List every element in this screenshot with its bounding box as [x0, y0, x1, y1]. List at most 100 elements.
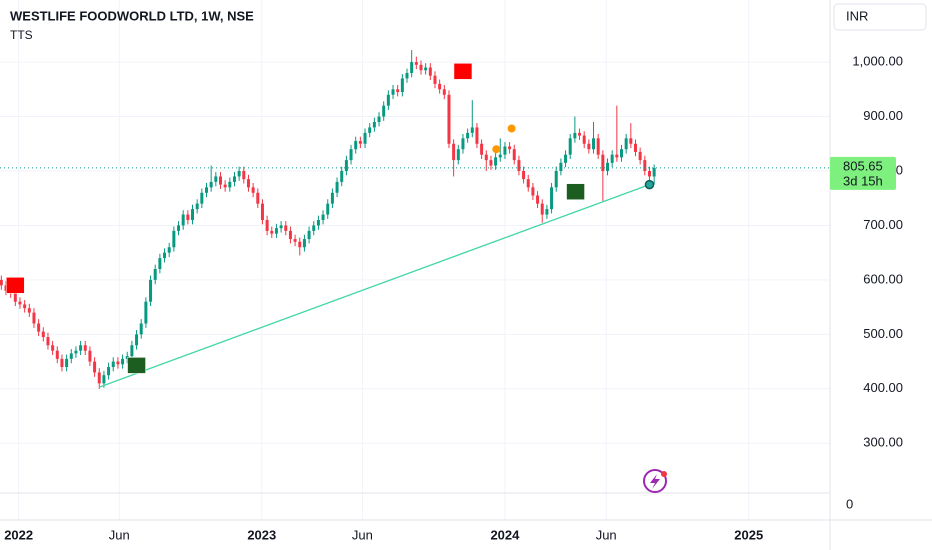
y-tick-label: 1,000.00 [852, 54, 903, 69]
candle-body [41, 331, 45, 338]
candle-body [601, 154, 605, 171]
signal-dot [507, 124, 516, 133]
currency-label: INR [846, 8, 868, 23]
candle-body [554, 170, 558, 188]
candle-body [181, 214, 185, 226]
candle-body [592, 138, 596, 150]
candle-body [368, 127, 372, 133]
x-tick-label: 2023 [247, 527, 276, 542]
candle-body [424, 67, 428, 71]
candle-body [55, 350, 59, 359]
candle-body [475, 127, 479, 144]
candle-body [79, 345, 83, 351]
candle-body [279, 225, 283, 229]
candle-body [550, 187, 554, 210]
candle-body [321, 214, 325, 220]
candle-body [386, 94, 390, 106]
y-tick-label: 400.00 [863, 380, 903, 395]
candle-body [284, 225, 288, 231]
candle-body [466, 132, 470, 139]
trendline [99, 183, 650, 388]
pane-scale-label: 0 [846, 496, 853, 511]
candle-body [456, 149, 460, 161]
x-tick-label: 2024 [490, 527, 520, 542]
y-tick-label: 600.00 [863, 271, 903, 286]
last-price-label: 805.65 [843, 158, 883, 173]
icon-dot [661, 471, 667, 477]
candle-body [149, 279, 153, 302]
candle-body [447, 94, 451, 144]
candle-body [419, 64, 423, 71]
candle-body [144, 301, 148, 324]
last-price-box [830, 156, 896, 190]
signal-square [453, 63, 473, 80]
candle-body [195, 203, 199, 210]
candle-body [256, 192, 260, 204]
candle-body [620, 149, 624, 158]
lightning-icon[interactable] [643, 469, 667, 493]
signal-square [127, 357, 146, 374]
plot [0, 50, 830, 389]
currency-button[interactable] [833, 3, 927, 31]
candle-body [205, 187, 209, 193]
candle-body [4, 285, 8, 291]
candle-body [218, 176, 222, 185]
candle-body [60, 358, 64, 368]
grid [0, 0, 830, 520]
candle-body [209, 181, 213, 188]
candle-body [633, 143, 637, 152]
candle-body [480, 143, 484, 155]
candle-body [116, 361, 120, 365]
icon-bolt [650, 474, 660, 489]
candle-body [606, 162, 610, 171]
candle-body [484, 154, 488, 161]
candle-body [330, 192, 334, 204]
candle-body [512, 149, 516, 161]
candle-body [18, 301, 22, 305]
candle-body [302, 239, 306, 248]
candle-body [135, 334, 139, 346]
candle-body [587, 143, 591, 150]
candle-body [65, 358, 69, 368]
candle-body [172, 230, 176, 248]
candle-body [246, 179, 250, 188]
signal-square [6, 277, 25, 294]
candle-body [316, 220, 320, 226]
candle-body [522, 170, 526, 180]
y-tick-label: 500.00 [863, 326, 903, 341]
candle-body [270, 230, 274, 234]
x-tick-label: 2025 [734, 527, 763, 542]
candle-body [517, 160, 521, 171]
candle-body [396, 89, 400, 93]
candle-body [107, 367, 111, 376]
candle-body [326, 203, 330, 215]
candle-body [88, 350, 92, 362]
candle-body [638, 151, 642, 161]
candle-body [624, 138, 628, 150]
candle-body [125, 356, 129, 359]
y-tick-label: 700.00 [863, 217, 903, 232]
indicator-name: TTS [10, 28, 33, 42]
candle-body [545, 209, 549, 215]
candle-body [130, 345, 134, 357]
candle-body [274, 228, 278, 234]
candle-body [251, 187, 255, 193]
candle-body [111, 361, 115, 368]
candle-body [559, 162, 563, 171]
candle-body [27, 308, 31, 313]
candle-body [293, 239, 297, 242]
candle-body [540, 203, 544, 215]
candle-body [615, 154, 619, 158]
candle-body [578, 132, 582, 136]
x-tick-label: Jun [352, 527, 373, 542]
candle-body [340, 170, 344, 182]
candle-body [433, 75, 437, 84]
candle-body [643, 160, 647, 171]
signal-dot [644, 179, 655, 190]
candle-body [200, 192, 204, 204]
candle-body [410, 62, 414, 73]
candle-body [372, 121, 376, 128]
y-tick-label: 300.00 [863, 435, 903, 450]
